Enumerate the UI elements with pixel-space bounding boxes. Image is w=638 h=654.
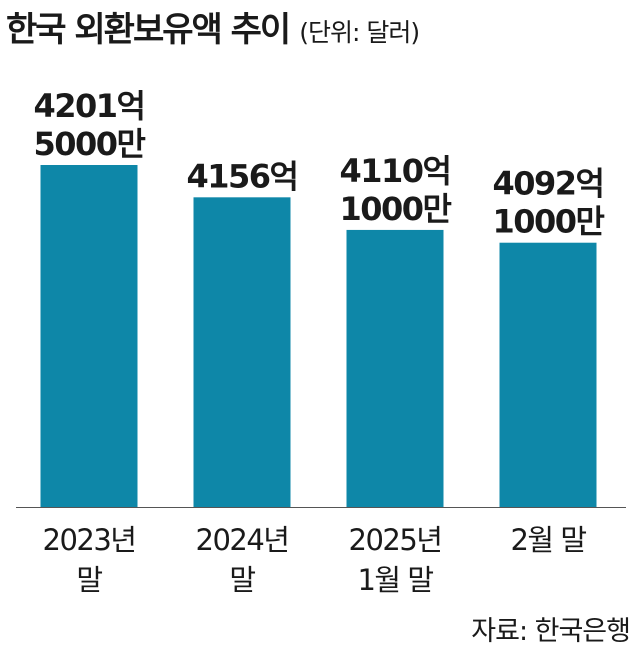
- category-label-2-line-1: 2024년: [196, 523, 289, 557]
- data-label-2-line-1: 4156억: [186, 157, 297, 195]
- data-label-3-line-1: 4110억: [339, 152, 450, 190]
- bar-4: [499, 242, 597, 508]
- bar-2: [193, 197, 291, 508]
- category-label-1-line-2: 말: [76, 563, 102, 597]
- unit-label: (단위: 달러): [299, 18, 420, 47]
- data-label-4-line-1: 4092억: [492, 165, 603, 203]
- category-label-3-line-1: 2025년: [349, 523, 442, 557]
- data-label-3-line-2: 1000만: [339, 190, 451, 228]
- data-label-4-line-2: 1000만: [492, 203, 604, 241]
- category-label-3-line-2: 1월 말: [357, 563, 433, 597]
- category-label-1-line-1: 2023년: [43, 523, 136, 557]
- bar-3: [346, 229, 444, 508]
- data-label-1-line-2: 5000만: [33, 125, 145, 163]
- category-label-4-line-1: 2월 말: [510, 523, 586, 557]
- category-label-2-line-2: 말: [229, 563, 255, 597]
- data-label-1-line-1: 4201억: [33, 87, 144, 125]
- title-row: 한국 외환보유액 추이 (단위: 달러): [6, 2, 420, 50]
- chart-title: 한국 외환보유액 추이: [6, 10, 291, 50]
- bar-1: [40, 165, 138, 507]
- source-credit: 자료: 한국은행: [471, 616, 631, 647]
